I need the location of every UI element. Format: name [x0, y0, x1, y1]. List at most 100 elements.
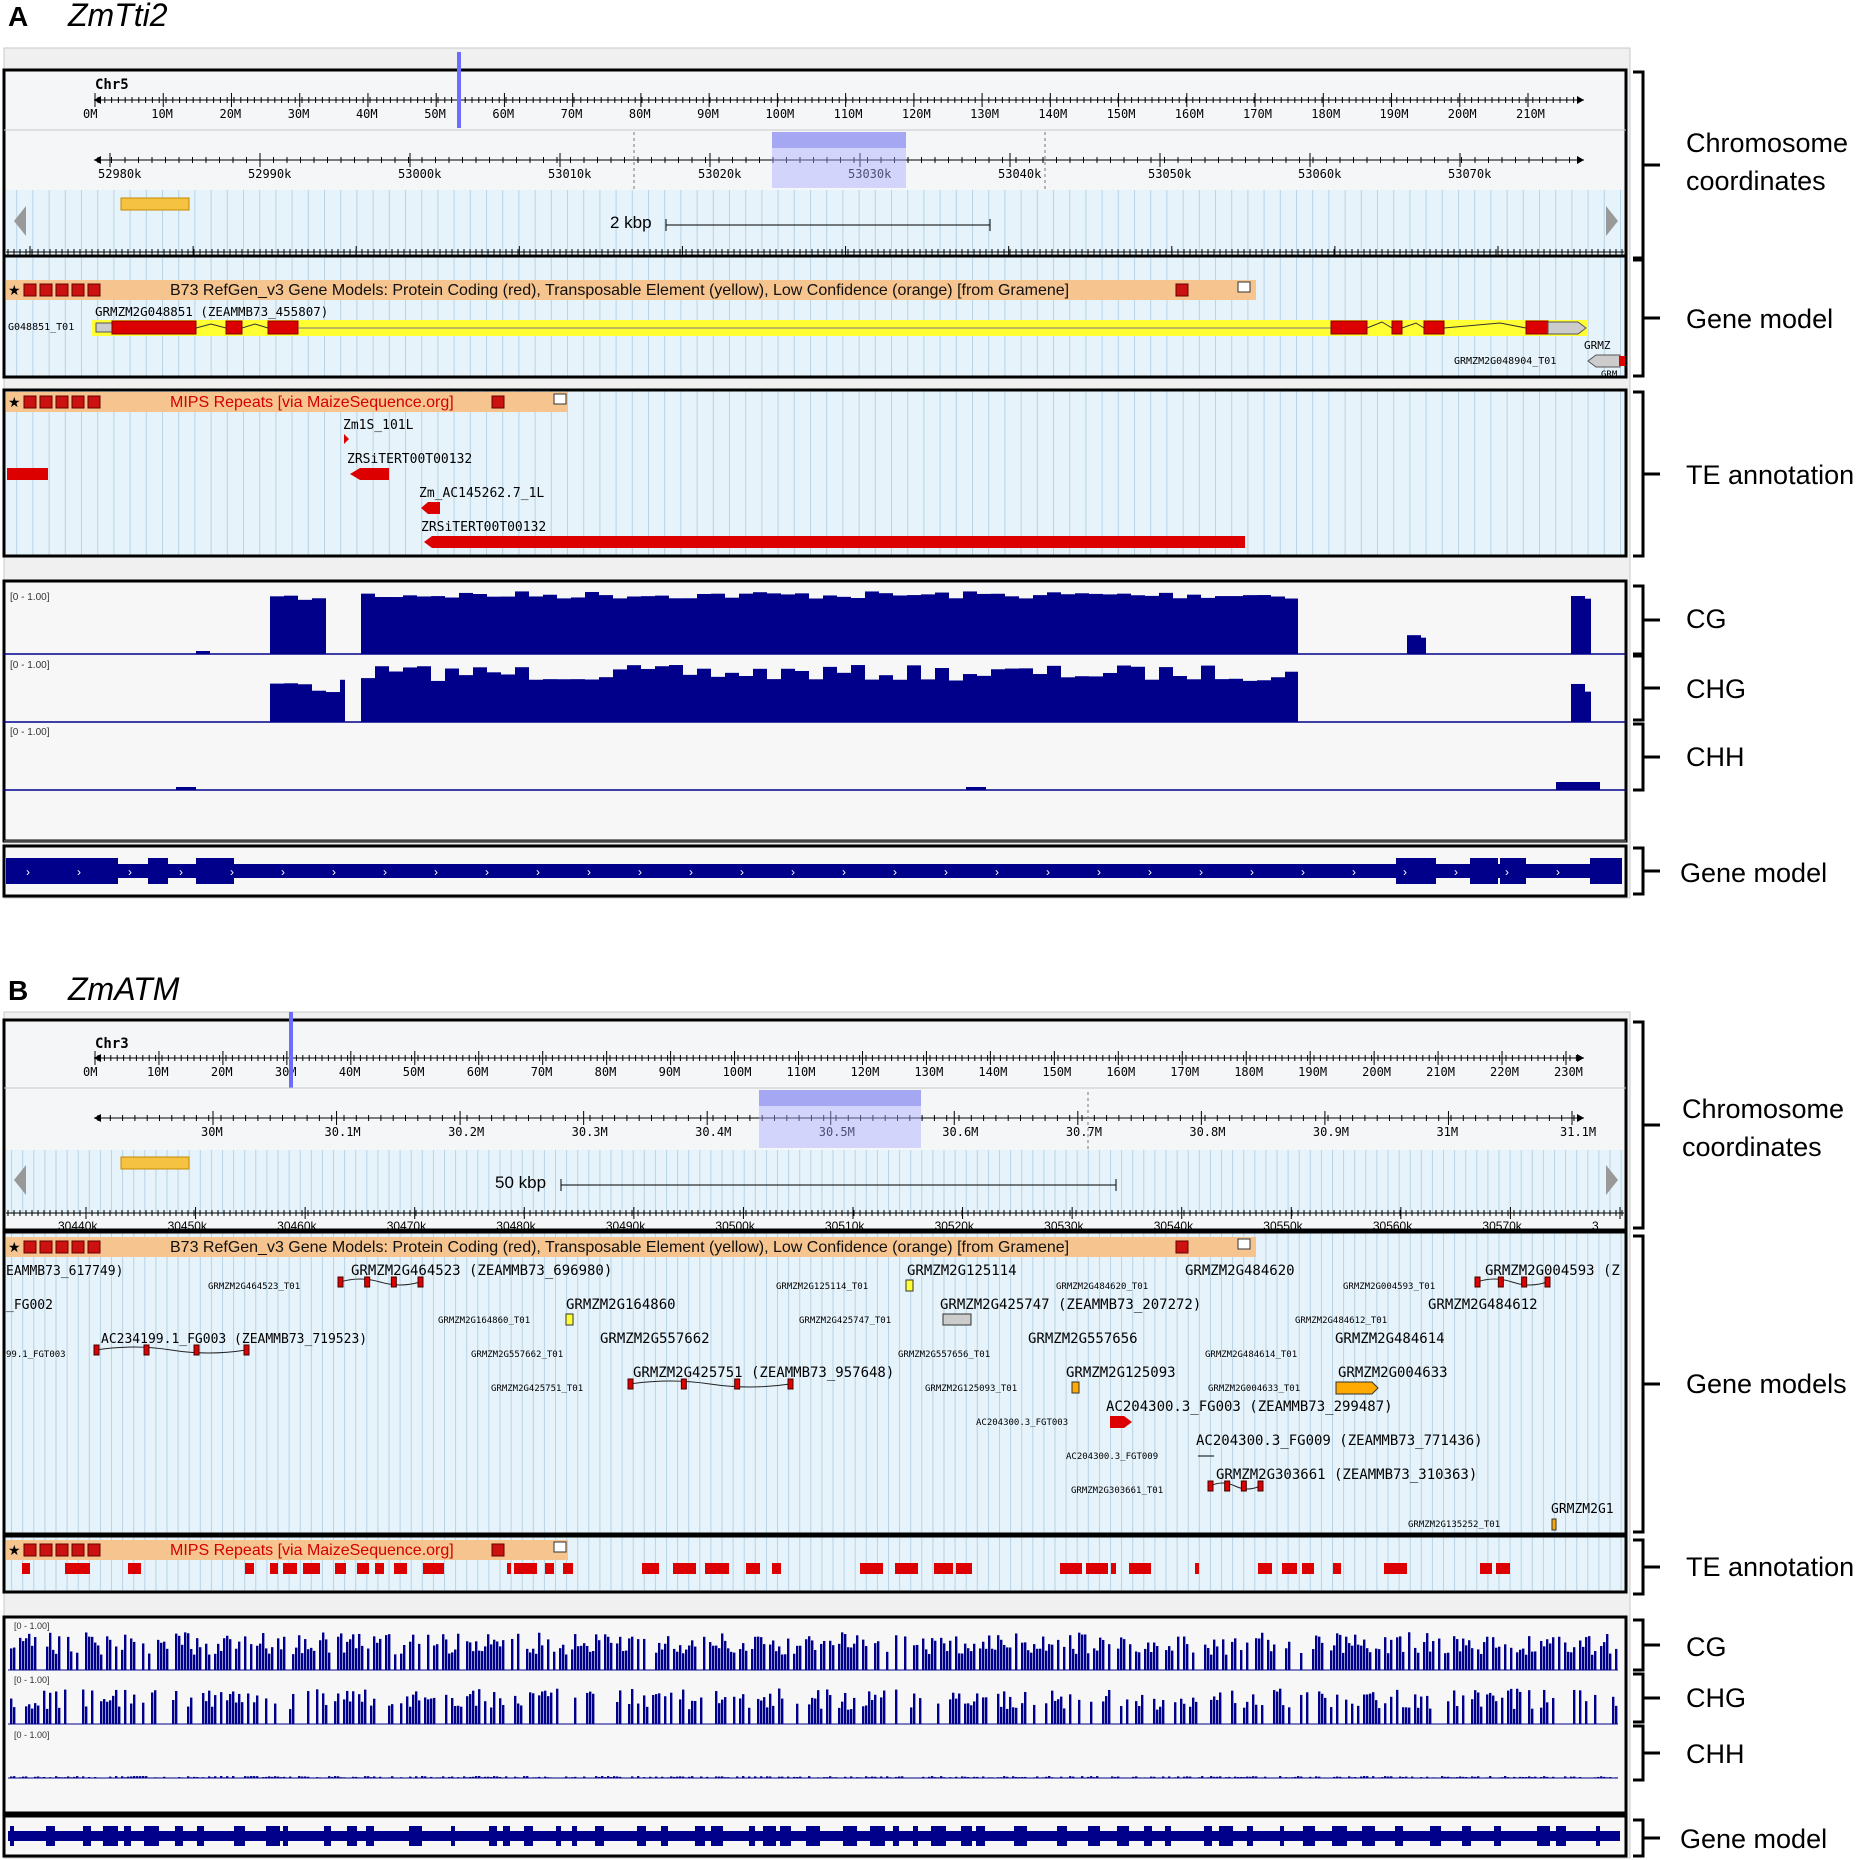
- exon: [143, 1344, 150, 1356]
- close-icon[interactable]: [39, 1543, 53, 1557]
- meth-bar: [832, 1777, 835, 1778]
- meth-bar: [829, 1695, 832, 1724]
- meth-bar: [43, 1776, 46, 1778]
- meth-bar: [895, 1776, 898, 1778]
- meth-bar: [913, 1645, 916, 1670]
- close-icon[interactable]: [39, 1240, 53, 1254]
- expand-icon[interactable]: [71, 395, 85, 409]
- help-icon[interactable]: [1175, 1240, 1189, 1254]
- minus-icon[interactable]: [23, 395, 37, 409]
- meth-bar: [1102, 1639, 1105, 1670]
- help-icon[interactable]: [491, 1543, 505, 1557]
- edit-icon[interactable]: [87, 395, 101, 409]
- gene-arrow: [1110, 1416, 1132, 1428]
- scroll-right-b-icon[interactable]: [1606, 1165, 1618, 1195]
- help-icon[interactable]: [491, 395, 505, 409]
- meth-bar: [646, 1706, 649, 1724]
- igv-exon: [103, 1826, 118, 1846]
- config-icon[interactable]: [55, 395, 69, 409]
- igv-gene-body: [6, 864, 1622, 878]
- meth-bar: [100, 1654, 103, 1670]
- meth-bar: [1168, 1776, 1171, 1778]
- meth-bar: [430, 1776, 433, 1778]
- config-icon[interactable]: [55, 1240, 69, 1254]
- meth-bar: [970, 1777, 973, 1778]
- chrom-position-marker-b[interactable]: [289, 1012, 293, 1088]
- strand-arrow-icon: ›: [434, 865, 438, 879]
- minus-icon[interactable]: [23, 1543, 37, 1557]
- meth-bar: [130, 1703, 133, 1724]
- scroll-left-b-icon[interactable]: [14, 1165, 26, 1195]
- expand-icon[interactable]: [71, 1240, 85, 1254]
- expand-icon[interactable]: [71, 283, 85, 297]
- help-icon[interactable]: [1175, 283, 1189, 297]
- meth-bar: [811, 1697, 814, 1724]
- te-features-b[interactable]: [22, 1563, 1510, 1574]
- meth-bar: [721, 1776, 724, 1778]
- ruler-label: 10M: [151, 107, 173, 121]
- gene-model-igv-b[interactable]: [8, 1826, 1620, 1846]
- meth-bar: [937, 1777, 940, 1778]
- meth-bar: [250, 1776, 253, 1778]
- meth-bar: [1456, 1706, 1459, 1724]
- chrom-label-a: Chr5: [95, 77, 129, 93]
- meth-bar: [1438, 1638, 1441, 1670]
- meth-bar: [1447, 1701, 1450, 1724]
- config-icon[interactable]: [55, 283, 69, 297]
- edit-icon[interactable]: [87, 1240, 101, 1254]
- edit-icon[interactable]: [87, 1543, 101, 1557]
- chromosome-ruler-b[interactable]: 0M 10M 20M 30M 40M 50M 60M 70M 80M 90M 100M 110M 120…: [83, 1051, 1584, 1079]
- meth-bar: [325, 1639, 328, 1670]
- meth-bar: [1261, 1777, 1264, 1778]
- meth-bar: [982, 1776, 985, 1778]
- overview-box-a[interactable]: [120, 197, 190, 211]
- te-features-a[interactable]: [7, 434, 1245, 548]
- meth-bar: [118, 1706, 121, 1724]
- meth-bar: [277, 1638, 280, 1670]
- meth-bar: [808, 1776, 811, 1778]
- minus-icon[interactable]: [23, 1240, 37, 1254]
- meth-bar: [844, 1776, 847, 1778]
- region-ruler-b[interactable]: 30M 30.1M 30.2M 30.3M 30.4M 30.5M 30.6M 30.7M 30…: [94, 1111, 1596, 1139]
- meth-bar: [1480, 1706, 1483, 1724]
- config-icon[interactable]: [55, 1543, 69, 1557]
- ruler-label: 31.1M: [1560, 1125, 1596, 1139]
- ruler-label: 150M: [1107, 107, 1136, 121]
- meth-bar: [22, 1776, 25, 1778]
- gene-models-b[interactable]: EAMMB73_617749) GRMZM2G464523 (ZEAMMB73_6…: [6, 1263, 1620, 1531]
- strand-arrow-icon: ›: [179, 865, 183, 879]
- meth-bar: [262, 1777, 265, 1778]
- region-ruler-a[interactable]: 52980k 52990k 53000k 53010k 53020k 53030k 5304…: [94, 153, 1584, 181]
- close-icon[interactable]: [39, 283, 53, 297]
- meth-bar: [1252, 1776, 1255, 1778]
- minus-icon[interactable]: [23, 283, 37, 297]
- meth-bar: [199, 1647, 202, 1670]
- cg-bar: [1229, 596, 1243, 654]
- meth-bar: [484, 1646, 487, 1670]
- meth-bar: [1342, 1777, 1345, 1778]
- chg-bar: [907, 665, 921, 722]
- meth-bar: [115, 1646, 118, 1670]
- te-label-a-4: ZRSiTERT00T00132: [421, 520, 546, 535]
- scroll-right-icon[interactable]: [1606, 206, 1618, 236]
- meth-bar: [1582, 1646, 1585, 1670]
- te-track-b-header: ★ MIPS Repeats [via MaizeSequence.org]: [6, 1540, 568, 1560]
- overview-box-b[interactable]: [120, 1156, 190, 1170]
- meth-bar: [1012, 1707, 1015, 1724]
- meth-bar: [121, 1649, 124, 1670]
- meth-bar: [409, 1776, 412, 1778]
- chromosome-ruler-a[interactable]: 0M 10M 20M 30M 40M 50M 60M 70M 80M 90M 100M 110M 120…: [83, 93, 1584, 121]
- gene-model-a[interactable]: [92, 320, 1625, 368]
- meth-bar: [1351, 1703, 1354, 1724]
- scroll-left-icon[interactable]: [14, 206, 26, 236]
- close-icon[interactable]: [39, 395, 53, 409]
- bracket-line: [1633, 584, 1660, 656]
- meth-bar: [1240, 1650, 1243, 1670]
- expand-icon[interactable]: [71, 1543, 85, 1557]
- edit-icon[interactable]: [87, 283, 101, 297]
- te-feature: [545, 1563, 554, 1574]
- gene-model-igv-a[interactable]: › › › › › › › › › › › › › › › › › › › › › › › › › › › › › › ›: [6, 858, 1622, 884]
- low-conf-gene: [1335, 1381, 1379, 1395]
- te-feature: [673, 1563, 696, 1574]
- chrom-position-marker-a[interactable]: [457, 52, 461, 128]
